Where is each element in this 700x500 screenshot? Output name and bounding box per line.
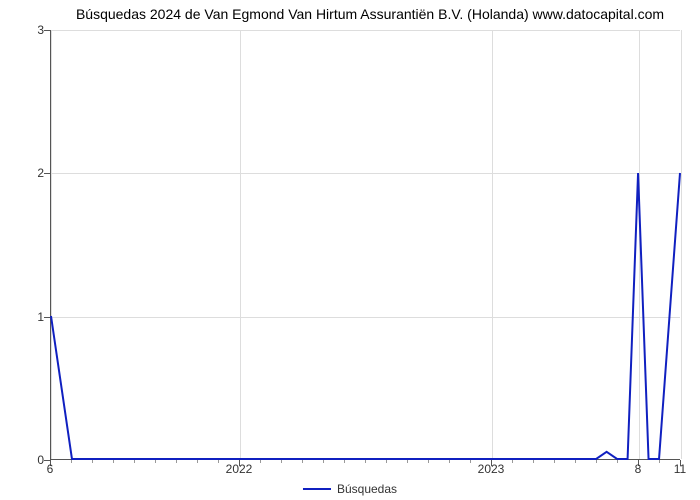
x-minor-tick bbox=[386, 460, 387, 463]
series-line bbox=[51, 30, 680, 459]
y-tick-label: 2 bbox=[14, 166, 44, 180]
x-minor-tick bbox=[71, 460, 72, 463]
x-minor-tick bbox=[575, 460, 576, 463]
plot-area bbox=[50, 30, 680, 460]
x-tick-label: 2023 bbox=[478, 462, 505, 476]
x-minor-tick bbox=[470, 460, 471, 463]
legend-swatch bbox=[303, 488, 331, 490]
legend-label: Búsquedas bbox=[337, 482, 397, 496]
x-minor-tick bbox=[113, 460, 114, 463]
x-minor-tick bbox=[365, 460, 366, 463]
x-minor-tick bbox=[281, 460, 282, 463]
x-minor-tick bbox=[659, 460, 660, 463]
x-minor-tick bbox=[92, 460, 93, 463]
x-minor-tick bbox=[449, 460, 450, 463]
grid-v bbox=[681, 30, 682, 459]
y-tick-label: 0 bbox=[14, 453, 44, 467]
x-tick-label: 2022 bbox=[226, 462, 253, 476]
x-minor-tick bbox=[302, 460, 303, 463]
y-tick-label: 1 bbox=[14, 310, 44, 324]
x-minor-tick bbox=[533, 460, 534, 463]
chart-title: Búsquedas 2024 de Van Egmond Van Hirtum … bbox=[50, 6, 690, 22]
x-tick-label: 6 bbox=[47, 462, 54, 476]
x-minor-tick bbox=[428, 460, 429, 463]
x-minor-tick bbox=[218, 460, 219, 463]
x-minor-tick bbox=[512, 460, 513, 463]
legend: Búsquedas bbox=[303, 482, 397, 496]
x-minor-tick bbox=[554, 460, 555, 463]
x-minor-tick bbox=[155, 460, 156, 463]
x-minor-tick bbox=[197, 460, 198, 463]
chart-container: Búsquedas 2024 de Van Egmond Van Hirtum … bbox=[0, 0, 700, 500]
x-tick-label: 8 bbox=[635, 462, 642, 476]
y-tick-label: 3 bbox=[14, 23, 44, 37]
x-minor-tick bbox=[134, 460, 135, 463]
x-minor-tick bbox=[176, 460, 177, 463]
x-tick-label: 11 bbox=[674, 462, 686, 476]
x-minor-tick bbox=[260, 460, 261, 463]
x-minor-tick bbox=[617, 460, 618, 463]
x-minor-tick bbox=[323, 460, 324, 463]
x-minor-tick bbox=[596, 460, 597, 463]
x-minor-tick bbox=[344, 460, 345, 463]
x-minor-tick bbox=[407, 460, 408, 463]
